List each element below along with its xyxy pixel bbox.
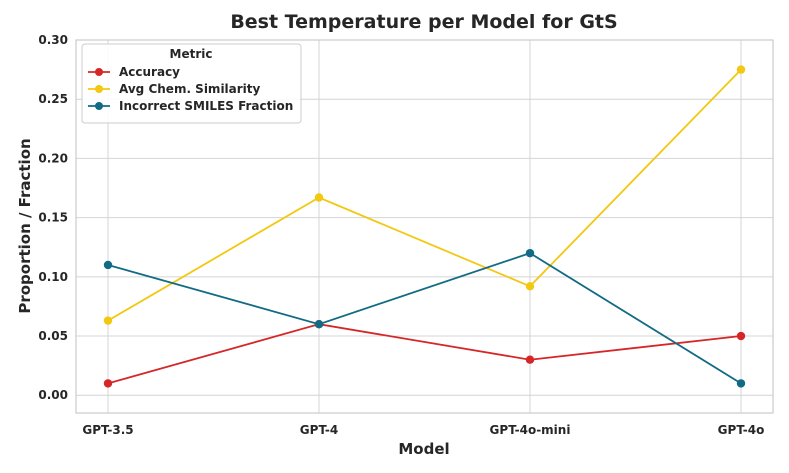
y-axis-label: Proportion / Fraction (16, 138, 34, 313)
chart-title: Best Temperature per Model for GtS (230, 11, 617, 33)
data-point-accuracy (103, 379, 113, 388)
legend-label-incorrect-smiles-fraction: Incorrect SMILES Fraction (119, 99, 293, 113)
y-tick-label: 0.15 (38, 211, 68, 225)
legend-box (81, 43, 302, 124)
x-axis-ticks: GPT-3.5 GPT-4 GPT-4o-mini GPT-4o (82, 423, 764, 437)
legend: Metric Accuracy Avg Chem. Similarity Incor… (81, 43, 302, 124)
x-tick-label: GPT-4 (300, 423, 338, 437)
legend-marker-incorrect-smiles-fraction (95, 102, 103, 110)
data-point-accuracy (736, 331, 746, 341)
data-point-incorrect-smiles-fraction (103, 260, 113, 270)
y-tick-label: 0.30 (38, 33, 68, 47)
x-tick-label: GPT-3.5 (82, 423, 133, 437)
x-tick-label: GPT-4o-mini (490, 423, 571, 437)
plot-frame (75, 39, 774, 414)
y-tick-label: 0.10 (38, 270, 68, 284)
legend-items: Accuracy Avg Chem. Similarity Incorrect SM… (88, 65, 293, 113)
legend-label-avg-chem-similarity: Avg Chem. Similarity (119, 82, 261, 96)
y-tick-label: 0.20 (38, 151, 68, 165)
data-point-incorrect-smiles-fraction (736, 379, 746, 388)
y-tick-label: 0.00 (38, 388, 68, 402)
legend-marker-accuracy (95, 68, 103, 76)
x-axis-label: Model (398, 440, 449, 458)
series-line-avg-chem-similarity (107, 68, 742, 322)
legend-label-accuracy: Accuracy (119, 65, 180, 79)
legend-marker-avg-chem-similarity (95, 85, 103, 93)
y-tick-label: 0.05 (38, 329, 68, 343)
data-point-incorrect-smiles-fraction (314, 319, 324, 329)
data-point-avg-chem-similarity (736, 65, 746, 74)
data-point-avg-chem-similarity (314, 193, 324, 202)
legend-title: Metric (170, 47, 213, 61)
data-point-avg-chem-similarity (525, 282, 535, 291)
x-tick-label: GPT-4o (718, 423, 765, 437)
data-point-avg-chem-similarity (103, 316, 113, 325)
data-point-incorrect-smiles-fraction (525, 248, 535, 258)
series-line-accuracy (107, 323, 742, 385)
y-axis-ticks: 0.00 0.05 0.10 0.15 0.20 0.25 0.30 (38, 33, 68, 402)
series-line-incorrect-smiles-fraction (107, 252, 742, 385)
y-tick-label: 0.25 (38, 92, 68, 106)
series-group (103, 65, 746, 388)
data-point-accuracy (525, 355, 535, 364)
